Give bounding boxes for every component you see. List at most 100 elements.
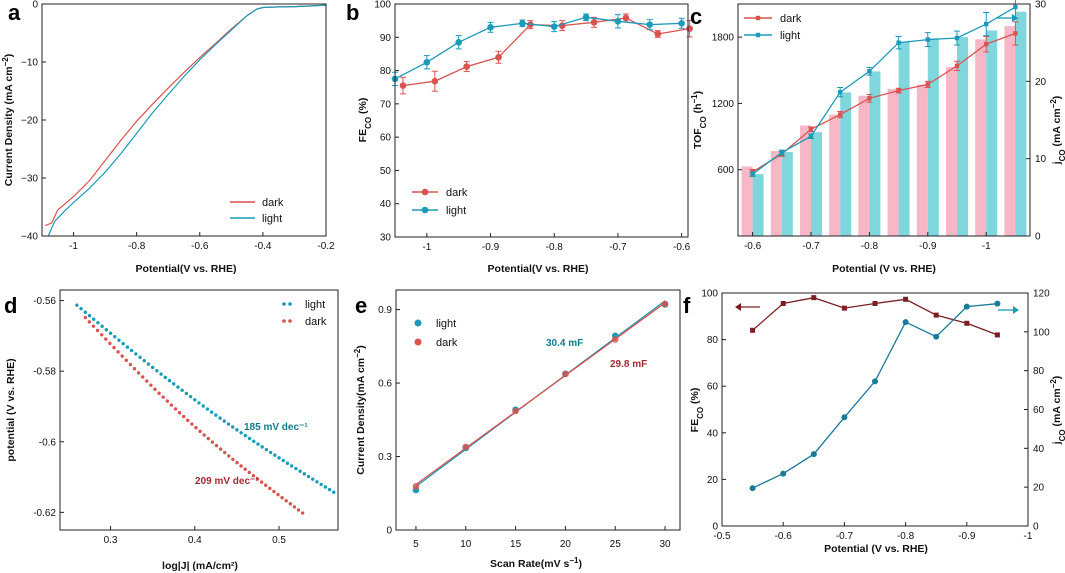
panel-f-right-ytick-label: 0 [1033, 522, 1039, 533]
series-light-point [319, 482, 323, 487]
label-part: CO [1058, 149, 1065, 161]
series-dark-point [194, 426, 198, 430]
series-light-point [550, 23, 558, 30]
series-dark-point [399, 82, 407, 89]
series-dark-point [838, 112, 843, 117]
panel-b-xtick-label: -0.8 [546, 242, 564, 253]
panel-c-frame [737, 3, 1031, 237]
series-dark-fit [415, 302, 666, 485]
panel-f-xlabel: Potential (V vs. RHE) [824, 543, 928, 555]
panel-f-left-axis-arrowhead [735, 303, 741, 311]
panel-a-xtick-label: -0.6 [191, 241, 209, 252]
label-part: (mA cm [1051, 108, 1063, 149]
panel-a-ylabel: Current Density (mA cm−2) [1, 54, 16, 186]
series-dark-point [161, 395, 165, 399]
series-dark-point [108, 341, 112, 346]
series-light-point [226, 422, 231, 426]
panel-f-xtick-label: -0.5 [713, 531, 731, 542]
series-dark-point [206, 436, 210, 441]
series-dark-point [104, 337, 108, 341]
series-light-point [104, 328, 109, 332]
label-part: CO [696, 407, 705, 419]
series-light-point [332, 490, 336, 494]
series-dark-line [44, 4, 327, 227]
series-light-point [867, 69, 872, 74]
series-dark-point [223, 450, 227, 455]
panel-d-xtick-label: 0.4 [188, 535, 202, 546]
series-dark-point [91, 324, 96, 328]
label-part: (h [692, 103, 704, 116]
series-dark-point [239, 464, 243, 468]
panel-a-xlabel: Potential(V vs. RHE) [136, 263, 237, 275]
panel-f-right-ytick-label: 120 [1033, 289, 1050, 300]
panel-c-ytick-label: 1200 [712, 99, 735, 110]
panel-a: -1 -0.8 -0.6 -0.4 -0.2 0 −10 −20 −30 −40 Potential… [1, 0, 336, 275]
panel-f-right-ytick-label: 80 [1033, 366, 1045, 377]
series-dark-point [181, 414, 186, 419]
series-light-line [752, 6, 1016, 175]
panel-c-axis-arrowhead [1012, 14, 1018, 22]
label-part: CO [364, 117, 373, 129]
series-dark-point [867, 96, 872, 101]
panel-f-xtick-label: -1 [1024, 531, 1033, 542]
bar-dark-tof [770, 150, 782, 236]
series-light-point [117, 338, 121, 342]
panel-b-frame [394, 3, 689, 238]
legend-light-marker [288, 302, 292, 306]
series-dark-point [284, 499, 288, 503]
panel-b-ylabel: FECO (%) [357, 98, 373, 143]
series-light-point [252, 439, 256, 443]
series-light-point [176, 385, 180, 389]
label-part: ) [579, 558, 583, 570]
series-dark-point [87, 320, 92, 324]
panel-e-ytick-label: 0.6 [378, 379, 392, 390]
series-dark-point [512, 407, 519, 415]
series-dark-point [462, 443, 470, 451]
series-dark-point [153, 387, 157, 391]
series-light-point [750, 171, 755, 177]
series-j_CO-point [780, 470, 787, 477]
legend-dark-marker [288, 319, 292, 323]
panel-b-label: b [346, 0, 359, 25]
panel-e-ytick-label: 0.3 [378, 452, 392, 463]
label-part: (mA cm [1051, 388, 1063, 429]
series-light-point [779, 150, 784, 155]
series-dark-point [157, 391, 161, 395]
series-dark-point [954, 63, 960, 69]
panel-b-xtick-label: -0.6 [673, 242, 691, 253]
legend-light-label: light [262, 213, 282, 225]
series-FE_CO-point [780, 300, 786, 306]
panel-c-ylabel: TOFCO (h−1) [690, 91, 708, 149]
panel-e-label: e [355, 293, 367, 318]
label-part: Current Density (mA cm [3, 66, 15, 186]
bar-dark-tof [946, 66, 957, 236]
bar-dark-tof [741, 166, 753, 236]
legend-dark-marker [414, 338, 422, 346]
series-dark-point [124, 358, 128, 363]
series-light-point [205, 407, 210, 411]
panel-b-xtick-label: -0.9 [482, 242, 500, 253]
bar-dark-tof [829, 114, 841, 236]
legend-dark-label: dark [436, 337, 458, 349]
series-light-point [214, 413, 218, 417]
series-dark-point [210, 440, 215, 444]
panel-c-xtick-label: -0.9 [919, 241, 937, 252]
series-light-point [294, 466, 298, 471]
series-light-point [678, 20, 685, 27]
bar-dark-tof [975, 39, 987, 236]
series-FE_CO-point [933, 312, 939, 318]
label-part: j [1051, 441, 1063, 445]
legend-dark-label: dark [780, 13, 802, 25]
series-dark-point [227, 454, 231, 458]
series-j_CO-point [933, 333, 940, 340]
series-dark-point [231, 457, 235, 461]
series-light-point [159, 372, 163, 376]
panel-e-xlabel: Scan Rate(mV s−1) [490, 556, 582, 571]
panel-c-label: c [690, 4, 702, 29]
series-dark-point [463, 63, 470, 70]
panel-f-frame [721, 292, 1029, 527]
series-light-point [184, 391, 189, 396]
label-part: ) [3, 54, 15, 58]
panel-f-ytick-label: 60 [707, 382, 719, 393]
panel-c-xtick-label: -0.8 [861, 241, 879, 252]
